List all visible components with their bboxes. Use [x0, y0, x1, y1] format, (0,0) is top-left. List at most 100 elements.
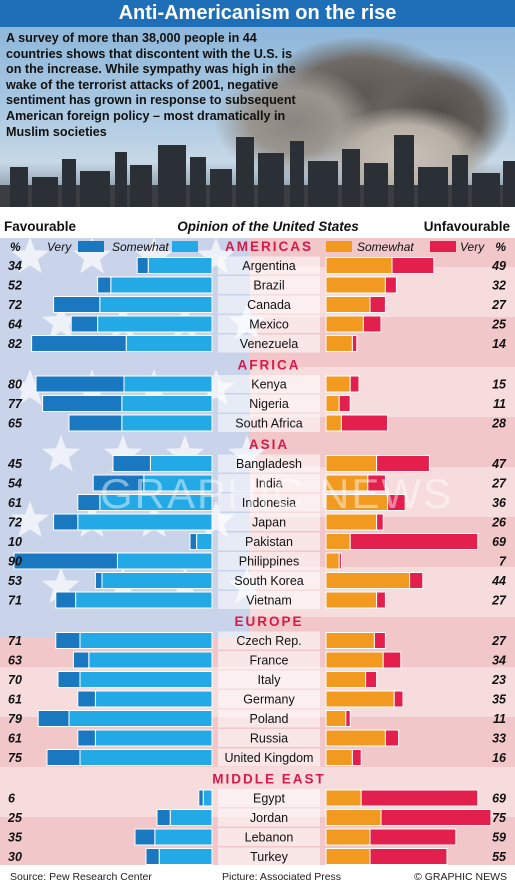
- favourable-value: 54: [8, 477, 22, 491]
- favourable-value: 77: [8, 397, 23, 411]
- favourable-value: 63: [8, 654, 22, 668]
- bar-somewhat-unfavourable: [325, 315, 364, 333]
- bar-somewhat-unfavourable: [325, 375, 351, 393]
- favourable-value: 75: [8, 751, 23, 765]
- bar-somewhat-unfavourable: [325, 474, 369, 492]
- country-label: Canada: [247, 298, 291, 312]
- legend-very-fav-label: Very: [47, 240, 72, 254]
- bar-very-unfavourable: [384, 276, 397, 294]
- country-label: Nigeria: [249, 397, 289, 411]
- unfavourable-label: Unfavourable: [424, 219, 511, 234]
- unfavourable-value: 32: [492, 279, 506, 293]
- chart-title: Opinion of the United States: [177, 219, 359, 234]
- country-label: Argentina: [242, 259, 296, 273]
- bar-somewhat-favourable: [75, 591, 213, 609]
- bar-somewhat-unfavourable: [325, 651, 384, 669]
- bar-very-unfavourable: [376, 591, 386, 609]
- favourable-value: 70: [8, 673, 22, 687]
- legend-somewhat-unfav-swatch: [326, 241, 352, 252]
- bar-very-favourable: [97, 276, 112, 294]
- favourable-value: 82: [8, 337, 22, 351]
- header-band: [0, 214, 515, 238]
- bar-very-unfavourable: [345, 710, 351, 727]
- unfavourable-value: 7: [499, 555, 507, 569]
- favourable-value: 61: [8, 732, 22, 746]
- unfavourable-value: 16: [492, 751, 507, 765]
- bar-somewhat-unfavourable: [325, 276, 386, 294]
- favourable-value: 72: [8, 298, 22, 312]
- bar-very-favourable: [70, 315, 99, 333]
- country-label: Venezuela: [240, 337, 298, 351]
- favourable-value: 72: [8, 516, 22, 530]
- country-label-bg: [218, 513, 320, 531]
- bar-somewhat-favourable: [196, 533, 213, 550]
- country-label: Turkey: [250, 850, 288, 864]
- bar-very-favourable: [77, 690, 96, 708]
- country-label: Lebanon: [245, 831, 294, 845]
- bar-very-favourable: [156, 809, 171, 826]
- bar-somewhat-unfavourable: [325, 296, 371, 313]
- intro-text: A survey of more than 38,000 people in 4…: [6, 31, 296, 139]
- country-label-bg: [218, 591, 320, 609]
- country-label-bg: [218, 493, 320, 512]
- unfavourable-value: 69: [492, 535, 506, 549]
- country-label: Bangladesh: [236, 457, 302, 471]
- bar-very-unfavourable: [340, 414, 389, 432]
- legend-somewhat-fav-label: Somewhat: [112, 240, 169, 254]
- bar-very-unfavourable: [338, 552, 342, 570]
- bar-very-unfavourable: [409, 572, 424, 589]
- unfavourable-value: 27: [491, 634, 507, 648]
- bar-very-unfavourable: [367, 474, 386, 492]
- bar-very-favourable: [31, 335, 127, 352]
- bar-somewhat-unfavourable: [325, 395, 340, 412]
- bar-very-unfavourable: [351, 335, 358, 352]
- country-label: India: [255, 477, 282, 491]
- bar-very-unfavourable: [376, 513, 384, 531]
- favourable-value: 61: [8, 496, 22, 510]
- bar-very-unfavourable: [351, 749, 362, 766]
- picture-credit: Picture: Associated Press: [222, 871, 342, 883]
- bar-very-favourable: [134, 828, 156, 846]
- bar-somewhat-unfavourable: [325, 455, 378, 472]
- country-label-bg: [218, 256, 320, 275]
- bar-somewhat-favourable: [79, 671, 213, 688]
- bar-somewhat-unfavourable: [325, 729, 386, 747]
- unfavourable-value: 14: [492, 337, 506, 351]
- bar-somewhat-unfavourable: [325, 710, 347, 727]
- unfavourable-value: 27: [491, 594, 507, 608]
- unfavourable-value: 15: [492, 378, 507, 392]
- country-label: United Kingdom: [225, 751, 314, 765]
- bar-very-unfavourable: [393, 690, 404, 708]
- bar-very-unfavourable: [349, 375, 360, 393]
- country-label: Vietnam: [246, 594, 292, 608]
- country-label: Poland: [250, 712, 289, 726]
- country-label: Brazil: [253, 279, 284, 293]
- bar-somewhat-favourable: [79, 632, 213, 649]
- bar-very-favourable: [92, 474, 145, 492]
- bar-somewhat-favourable: [88, 651, 213, 669]
- bar-very-unfavourable: [376, 455, 430, 472]
- country-label-bg: [218, 394, 320, 413]
- bar-somewhat-unfavourable: [325, 257, 393, 274]
- bar-very-favourable: [42, 395, 123, 412]
- bar-somewhat-favourable: [158, 848, 213, 865]
- favourable-value: 65: [8, 417, 23, 431]
- country-label: Kenya: [251, 378, 286, 392]
- unfavourable-value: 28: [491, 417, 506, 431]
- favourable-value: 6: [8, 792, 16, 806]
- bar-very-favourable: [94, 572, 103, 589]
- legend-very-unfav-label: Very: [460, 240, 485, 254]
- unfavourable-value: 34: [492, 654, 506, 668]
- legend-very-fav-swatch: [78, 241, 104, 252]
- bar-somewhat-unfavourable: [325, 671, 367, 688]
- unfavourable-value: 11: [493, 397, 506, 411]
- region-label: MIDDLE EAST: [212, 772, 326, 787]
- country-label-bg: [218, 276, 320, 294]
- bar-somewhat-unfavourable: [325, 749, 353, 766]
- unfavourable-value: 27: [491, 477, 507, 491]
- unfavourable-value: 27: [491, 298, 507, 312]
- favourable-value: 45: [7, 457, 23, 471]
- percent-label-right: %: [495, 240, 506, 254]
- bar-very-favourable: [189, 533, 198, 550]
